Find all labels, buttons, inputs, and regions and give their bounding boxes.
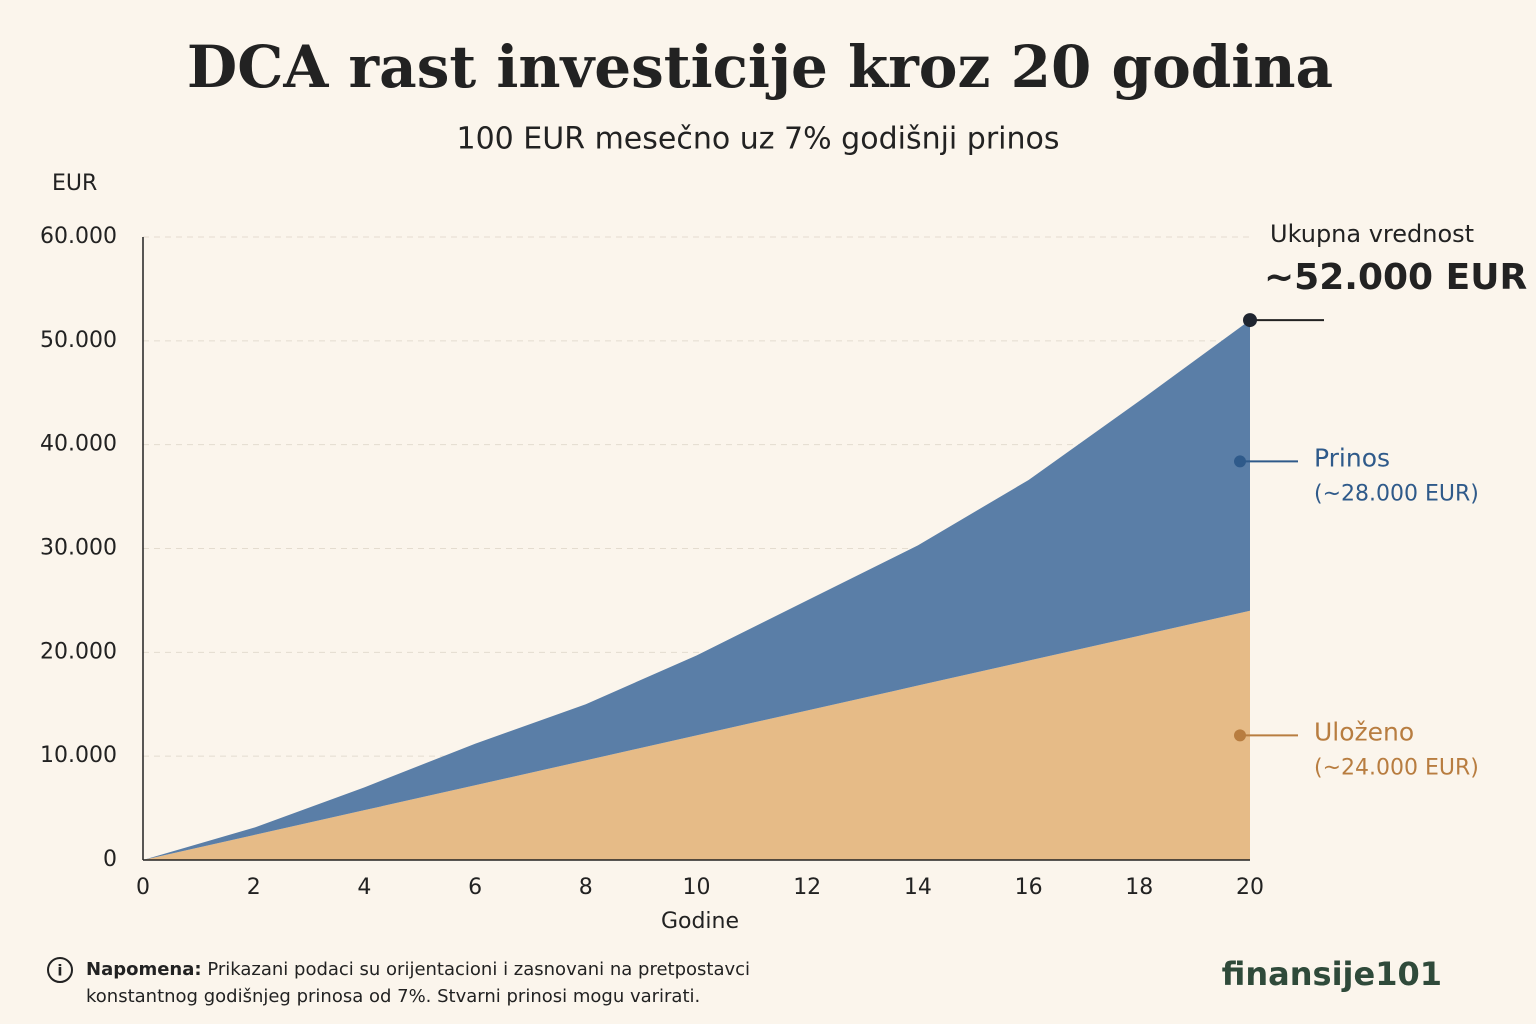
- total-dot: [1243, 313, 1257, 328]
- x-tick-label: 10: [683, 875, 711, 900]
- note-line: Prikazani podaci su orijentacioni i zasn…: [207, 959, 750, 980]
- x-tick-label: 16: [1015, 875, 1043, 900]
- brand: finansije101: [1222, 955, 1442, 993]
- chart-subtitle: 100 EUR mesečno uz 7% godišnji prinos: [456, 122, 1059, 157]
- total-title: Ukupna vrednost: [1270, 220, 1474, 248]
- label-dot: [1234, 455, 1246, 468]
- total-value: ~52.000 EUR: [1264, 257, 1527, 298]
- y-tick-label: 0: [103, 847, 117, 872]
- x-tick-label: 6: [468, 875, 482, 900]
- x-tick-label: 20: [1236, 875, 1264, 900]
- legend-label: Uloženo: [1314, 717, 1414, 746]
- chart-title: DCA rast investicije kroz 20 godina: [187, 33, 1333, 101]
- y-tick-label: 30.000: [40, 536, 117, 561]
- x-tick-label: 12: [793, 875, 821, 900]
- note-line: konstantnog godišnjeg prinosa od 7%. Stv…: [86, 986, 700, 1007]
- x-tick-label: 18: [1125, 875, 1153, 900]
- x-tick-label: 8: [579, 875, 593, 900]
- label-dot: [1234, 729, 1246, 742]
- x-tick-label: 4: [357, 875, 371, 900]
- note-label: Napomena:: [86, 959, 202, 980]
- y-tick-label: 50.000: [40, 328, 117, 353]
- x-tick-label: 2: [247, 875, 261, 900]
- x-axis-label: Godine: [661, 909, 739, 934]
- y-axis-label: EUR: [52, 171, 97, 196]
- series-annotation: (~24.000 EUR): [1314, 755, 1479, 780]
- info-icon-glyph: i: [57, 962, 62, 980]
- y-tick-label: 60.000: [40, 224, 117, 249]
- note: Napomena: Prikazani podaci su orijentaci…: [86, 959, 750, 980]
- y-tick-label: 20.000: [40, 639, 117, 664]
- series-annotation: (~28.000 EUR): [1314, 481, 1479, 506]
- area: [143, 320, 1250, 861]
- info-icon: [47, 957, 73, 983]
- x-tick-label: 14: [904, 875, 932, 900]
- x-tick-label: 0: [136, 875, 150, 900]
- y-tick-label: 40.000: [40, 432, 117, 457]
- legend-label: Prinos: [1314, 443, 1390, 472]
- y-tick-label: 10.000: [40, 743, 117, 768]
